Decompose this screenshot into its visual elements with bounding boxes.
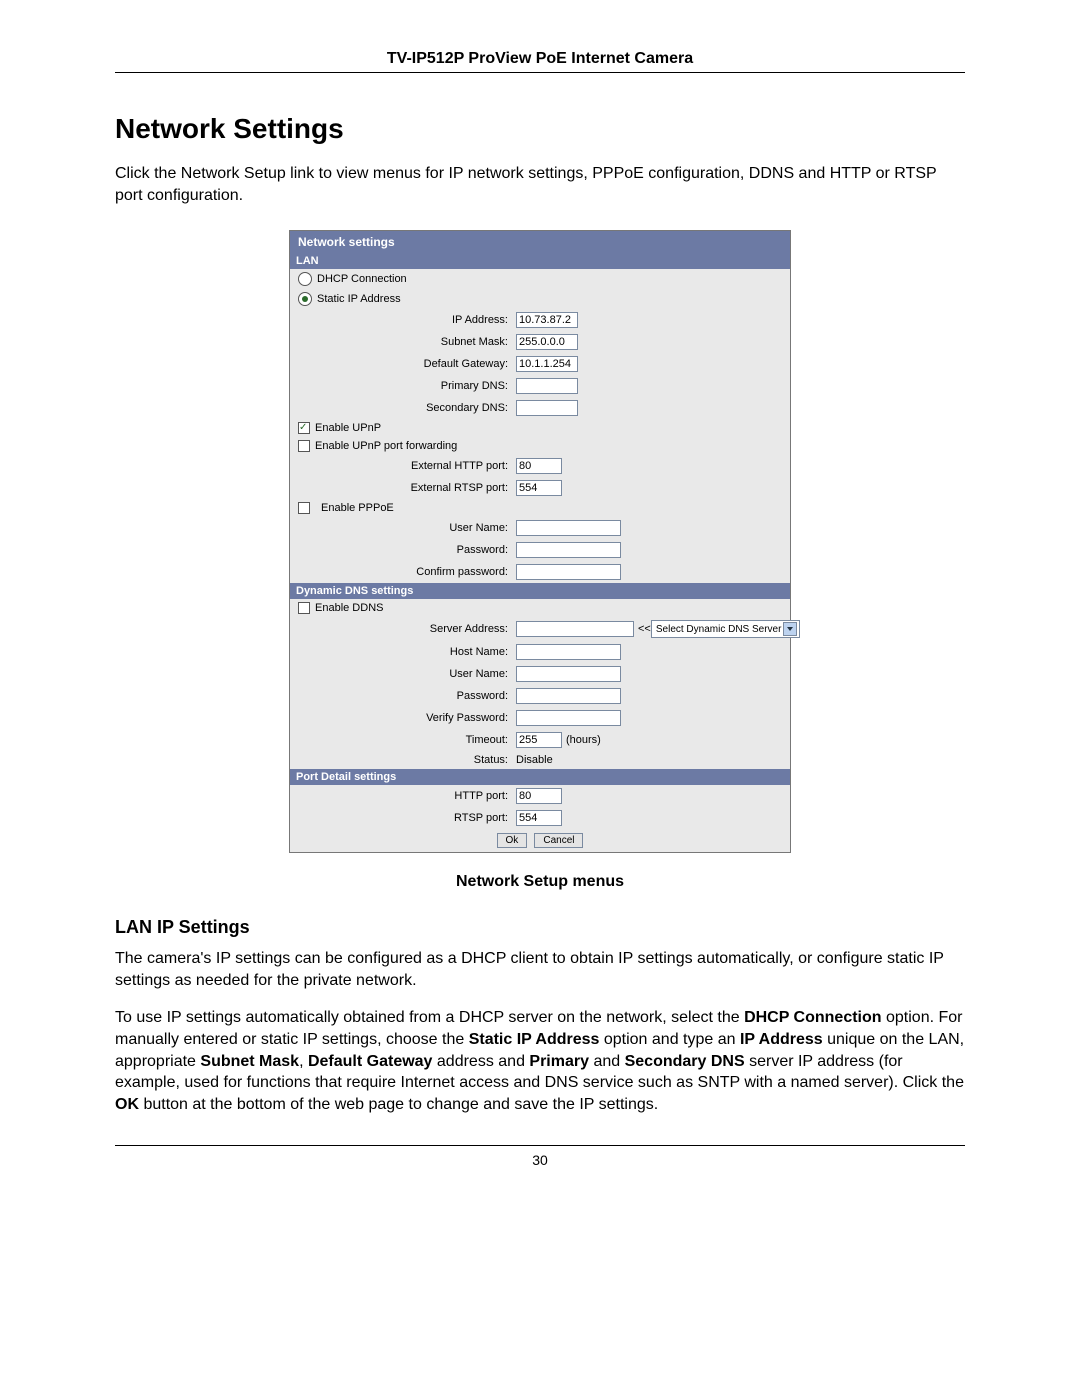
ddns-verify-label: Verify Password:: [298, 712, 516, 724]
intro-text: Click the Network Setup link to view men…: [115, 163, 965, 206]
ext-http-port-input[interactable]: [516, 458, 562, 474]
static-ip-radio-label: Static IP Address: [317, 293, 401, 305]
enable-upnp-row[interactable]: ✓ Enable UPnP: [290, 419, 790, 437]
ddns-server-addr-label: Server Address:: [298, 623, 516, 635]
static-ip-radio-row[interactable]: Static IP Address: [290, 289, 790, 309]
ddns-status-value: Disable: [516, 754, 553, 766]
lan-ip-heading: LAN IP Settings: [115, 917, 965, 938]
chevron-down-icon: [783, 622, 797, 636]
primary-dns-input[interactable]: [516, 378, 578, 394]
header-title: TV-IP512P ProView PoE Internet Camera: [115, 50, 965, 68]
enable-upnp-checkbox[interactable]: ✓: [298, 422, 310, 434]
dhcp-radio-row[interactable]: DHCP Connection: [290, 269, 790, 289]
lan-ip-para-1: The camera's IP settings can be configur…: [115, 948, 965, 991]
pppoe-user-label: User Name:: [298, 522, 516, 534]
ext-http-port-label: External HTTP port:: [298, 460, 516, 472]
ddns-user-input[interactable]: [516, 666, 621, 682]
ddns-server-addr-input[interactable]: [516, 621, 634, 637]
ddns-host-label: Host Name:: [298, 646, 516, 658]
secondary-dns-input[interactable]: [516, 400, 578, 416]
enable-upnp-label: Enable UPnP: [315, 422, 381, 434]
dhcp-radio[interactable]: [298, 272, 312, 286]
enable-upnp-fwd-row[interactable]: Enable UPnP port forwarding: [290, 437, 790, 455]
lan-section-header: LAN: [290, 253, 790, 269]
enable-ddns-checkbox[interactable]: [298, 602, 310, 614]
enable-upnp-fwd-label: Enable UPnP port forwarding: [315, 440, 457, 452]
ddns-timeout-input[interactable]: [516, 732, 562, 748]
ddns-select-prefix: <<: [638, 623, 651, 635]
ddns-timeout-label: Timeout:: [298, 734, 516, 746]
ip-address-label: IP Address:: [298, 314, 516, 326]
ddns-verify-input[interactable]: [516, 710, 621, 726]
lan-ip-para-2: To use IP settings automatically obtaine…: [115, 1007, 965, 1115]
subnet-mask-input[interactable]: [516, 334, 578, 350]
pppoe-conf-label: Confirm password:: [298, 566, 516, 578]
rtsp-port-input[interactable]: [516, 810, 562, 826]
pppoe-conf-input[interactable]: [516, 564, 621, 580]
ext-rtsp-port-input[interactable]: [516, 480, 562, 496]
ok-button[interactable]: Ok: [497, 833, 528, 848]
subnet-mask-label: Subnet Mask:: [298, 336, 516, 348]
ddns-pass-label: Password:: [298, 690, 516, 702]
enable-upnp-fwd-checkbox[interactable]: [298, 440, 310, 452]
ddns-section-header: Dynamic DNS settings: [290, 583, 790, 599]
ddns-server-select-text: Select Dynamic DNS Server: [656, 624, 782, 635]
figure-caption: Network Setup menus: [115, 873, 965, 891]
http-port-input[interactable]: [516, 788, 562, 804]
pppoe-pass-input[interactable]: [516, 542, 621, 558]
rtsp-port-label: RTSP port:: [298, 812, 516, 824]
primary-dns-label: Primary DNS:: [298, 380, 516, 392]
ddns-server-select[interactable]: Select Dynamic DNS Server: [651, 620, 801, 638]
enable-ddns-label: Enable DDNS: [315, 602, 383, 614]
panel-title: Network settings: [290, 231, 790, 253]
footer-divider: [115, 1145, 965, 1146]
header-divider: [115, 72, 965, 73]
ddns-pass-input[interactable]: [516, 688, 621, 704]
default-gateway-label: Default Gateway:: [298, 358, 516, 370]
port-section-header: Port Detail settings: [290, 769, 790, 785]
enable-pppoe-label: Enable PPPoE: [321, 502, 394, 514]
secondary-dns-label: Secondary DNS:: [298, 402, 516, 414]
dhcp-radio-label: DHCP Connection: [317, 273, 407, 285]
default-gateway-input[interactable]: [516, 356, 578, 372]
page-number: 30: [115, 1152, 965, 1168]
cancel-button[interactable]: Cancel: [534, 833, 583, 848]
pppoe-user-input[interactable]: [516, 520, 621, 536]
ip-address-input[interactable]: [516, 312, 578, 328]
ext-rtsp-port-label: External RTSP port:: [298, 482, 516, 494]
enable-ddns-row[interactable]: Enable DDNS: [290, 599, 790, 617]
page-title: Network Settings: [115, 113, 965, 145]
enable-pppoe-checkbox[interactable]: [298, 502, 310, 514]
ddns-user-label: User Name:: [298, 668, 516, 680]
pppoe-pass-label: Password:: [298, 544, 516, 556]
static-ip-radio[interactable]: [298, 292, 312, 306]
ddns-timeout-unit: (hours): [566, 734, 601, 746]
ddns-host-input[interactable]: [516, 644, 621, 660]
ddns-status-label: Status:: [298, 754, 516, 766]
enable-pppoe-row[interactable]: Enable PPPoE: [290, 499, 790, 517]
http-port-label: HTTP port:: [298, 790, 516, 802]
network-settings-panel: Network settings LAN DHCP Connection Sta…: [289, 230, 791, 853]
